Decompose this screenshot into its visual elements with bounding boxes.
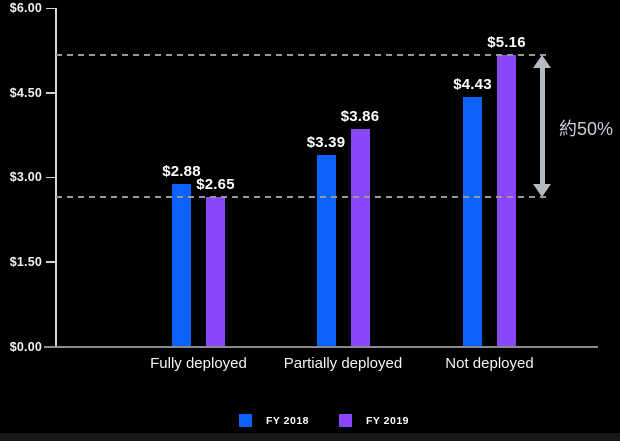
value-label-fy-2018-fully-deployed: $2.88 [162, 163, 201, 181]
legend-label-fy-2018: FY 2018 [266, 414, 310, 427]
bar-fy-2018-not-deployed [463, 96, 482, 347]
legend-swatch-fy-2019 [339, 414, 353, 427]
dashed-reference-line [56, 54, 548, 57]
category-label-fully-deployed: Fully deployed [150, 355, 247, 372]
bar-fy-2018-partially-deployed [316, 155, 336, 347]
legend-item-fy-2018: FY 2018 [239, 414, 309, 427]
arrow-shaft [539, 66, 545, 186]
y-tick-label: $6.00 [9, 1, 42, 15]
y-tick-label: $0.00 [9, 339, 42, 354]
annotation-label: 約50% [559, 119, 614, 139]
bar-fy-2018-fully-deployed [172, 184, 191, 347]
range-arrow [533, 55, 551, 197]
dashed-reference-line [56, 195, 548, 198]
bar-fy-2019-not-deployed [497, 55, 516, 347]
y-tick-label: $3.00 [9, 170, 42, 185]
value-label-fy-2018-partially-deployed: $3.39 [306, 134, 346, 152]
y-tick-mark [46, 92, 55, 94]
y-tick-mark [46, 261, 55, 263]
arrow-up-head-icon [533, 55, 551, 69]
x-axis-baseline [44, 345, 598, 348]
bar-fy-2019-fully-deployed [206, 196, 225, 347]
legend-label-fy-2019: FY 2019 [366, 414, 410, 427]
y-axis-line [55, 8, 57, 347]
value-label-fy-2019-fully-deployed: $2.65 [196, 175, 235, 193]
value-label-fy-2019-partially-deployed: $3.86 [340, 107, 380, 125]
legend-item-fy-2019: FY 2019 [339, 414, 409, 427]
y-tick-mark [46, 7, 55, 9]
y-tick-label: $4.50 [9, 85, 42, 100]
y-tick-mark [46, 176, 55, 179]
category-label-not-deployed: Not deployed [445, 355, 534, 372]
value-label-fy-2019-not-deployed: $5.16 [487, 34, 526, 52]
legend-swatch-fy-2018 [239, 414, 252, 427]
legend: FY 2018 FY 2019 [239, 414, 409, 427]
bottom-strip [0, 433, 620, 441]
bar-fy-2019-partially-deployed [350, 128, 370, 347]
category-label-partially-deployed: Partially deployed [283, 355, 403, 372]
y-tick-label: $1.50 [9, 254, 42, 269]
arrow-down-head-icon [533, 183, 551, 197]
value-label-fy-2018-not-deployed: $4.43 [453, 75, 492, 93]
